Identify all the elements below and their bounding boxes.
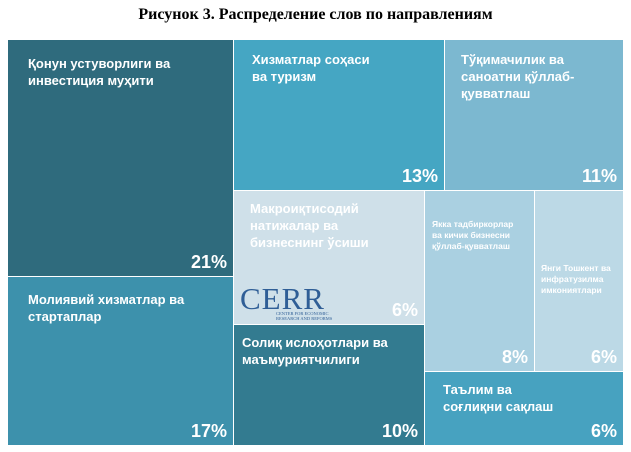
tile-6-value: 6% xyxy=(392,300,418,320)
tile-4-label: Тўқимачилик ва саноатни қўллаб- қувватла… xyxy=(461,52,578,101)
tile-8-value: 6% xyxy=(591,347,617,367)
tile-3-value: 13% xyxy=(402,166,438,186)
figure-title: Рисунок 3. Распределение слов по направл… xyxy=(138,6,493,23)
tile-2-label: Молиявий хизматлар ва стартаплар xyxy=(28,292,188,324)
tile-5: Солиқ ислоҳотлари ва маъмуриятчилиги 10% xyxy=(234,325,424,445)
tile-8: Янги Тошкент ва инфратузилма имкониятлар… xyxy=(535,191,623,371)
tile-5-label: Солиқ ислоҳотлари ва маъмуриятчилиги xyxy=(242,335,391,367)
tile-1-rect xyxy=(8,40,233,276)
tile-3: Хизматлар соҳаси ва туризм 13% xyxy=(234,40,444,190)
tile-2-value: 17% xyxy=(191,421,227,441)
tile-3-label: Хизматлар соҳаси ва туризм xyxy=(252,52,373,84)
tile-2-rect xyxy=(8,277,233,445)
logo-subtitle-line2: RESEARCH AND REFORMS xyxy=(276,316,333,321)
tile-9: Таълим ва соғлиқни сақлаш 6% xyxy=(425,372,623,445)
tile-1: Қонун устуворлиги ва инвестиция муҳити 21… xyxy=(8,40,233,276)
tile-5-rect xyxy=(234,325,424,445)
tile-4-rect xyxy=(445,40,623,190)
tile-4-value: 11% xyxy=(582,166,617,186)
tile-3-rect xyxy=(234,40,444,190)
tile-1-label: Қонун устуворлиги ва инвестиция муҳити xyxy=(28,56,174,88)
tile-5-value: 10% xyxy=(382,421,418,441)
tile-9-rect xyxy=(425,372,623,445)
tile-7: Якка тадбиркорлар ва кичик бизнесни қўлл… xyxy=(425,191,534,371)
tile-8-label: Янги Тошкент ва инфратузилма имкониятлар… xyxy=(541,263,613,295)
tile-9-label: Таълим ва соғлиқни сақлаш xyxy=(443,382,553,414)
tile-2: Молиявий хизматлар ва стартаплар 17% xyxy=(8,277,233,445)
tile-7-label: Якка тадбиркорлар ва кичик бизнесни қўлл… xyxy=(432,219,516,251)
tile-6: Макроиқтисодий натижалар ва бизнеснинг ў… xyxy=(234,191,424,324)
tile-4: Тўқимачилик ва саноатни қўллаб- қувватла… xyxy=(445,40,623,190)
tile-1-value: 21% xyxy=(191,252,227,272)
logo-subtitle-line1: CENTER FOR ECONOMIC xyxy=(276,311,329,316)
tile-6-label: Макроиқтисодий натижалар ва бизнеснинг ў… xyxy=(250,201,369,250)
tile-7-rect xyxy=(425,191,534,371)
tile-9-value: 6% xyxy=(591,421,617,441)
cerr-logo: CERR CENTER FOR ECONOMIC RESEARCH AND RE… xyxy=(240,283,350,323)
logo-name: CERR xyxy=(240,281,325,316)
tile-6-rect xyxy=(234,191,424,324)
tile-7-value: 8% xyxy=(502,347,528,367)
tile-8-rect xyxy=(535,191,623,371)
